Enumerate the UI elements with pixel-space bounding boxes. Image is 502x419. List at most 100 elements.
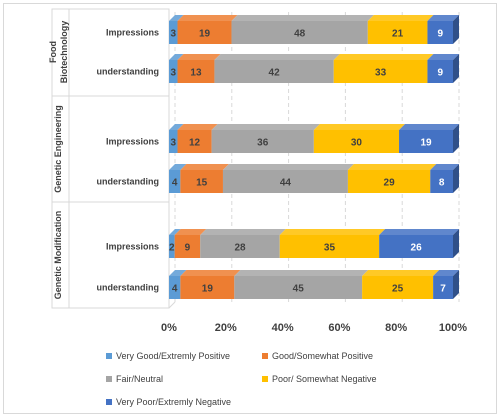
bar-segment xyxy=(367,15,434,44)
bar-segment xyxy=(222,164,354,193)
bar-top-face xyxy=(200,229,286,235)
bar-top-face xyxy=(427,15,459,21)
data-label: 19 xyxy=(420,138,432,149)
data-label: 29 xyxy=(384,178,396,189)
data-label: 19 xyxy=(199,29,211,40)
bar-top-face xyxy=(169,270,187,276)
legend-label: Very Good/Extremly Positive xyxy=(116,351,231,361)
legend-swatch xyxy=(106,376,112,382)
bar-side-face xyxy=(453,15,459,44)
bar-front-face xyxy=(177,130,212,153)
bar-segment xyxy=(379,229,459,258)
data-label: 9 xyxy=(437,29,443,40)
bar-segment xyxy=(177,54,221,83)
bar-side-face xyxy=(453,270,459,299)
data-label: 9 xyxy=(437,68,443,79)
bar-top-face xyxy=(180,270,241,276)
bar-top-face xyxy=(169,229,181,235)
bar-side-face xyxy=(453,124,459,153)
group-panel xyxy=(51,8,170,97)
data-label: 7 xyxy=(440,284,446,295)
bar-segment xyxy=(362,270,440,299)
bar-front-face xyxy=(279,235,380,258)
bar-segment xyxy=(169,270,187,299)
bar-top-face xyxy=(313,124,406,130)
data-label: 3 xyxy=(170,29,176,40)
x-tick-label: 40% xyxy=(272,322,294,334)
category-label: Impressions xyxy=(106,137,159,147)
bar-front-face xyxy=(313,130,400,153)
data-label: 21 xyxy=(392,29,404,40)
bar-segment xyxy=(313,124,406,153)
bar-front-face xyxy=(169,276,181,299)
bar-top-face xyxy=(362,270,440,276)
bar-front-face xyxy=(211,130,314,153)
bar-front-face xyxy=(234,276,363,299)
bar-front-face xyxy=(169,21,178,44)
bar-segment xyxy=(427,54,459,83)
category-label: understanding xyxy=(97,67,160,77)
legend-label: Very Poor/Extremly Negative xyxy=(116,397,232,407)
bar-segment xyxy=(180,270,241,299)
bar-segment xyxy=(174,229,207,258)
group-label: Genetic Modification xyxy=(53,211,63,300)
data-label: 30 xyxy=(351,138,363,149)
bar-front-face xyxy=(180,276,235,299)
category-label: understanding xyxy=(97,177,160,187)
bar-front-face xyxy=(399,130,453,153)
bar-front-face xyxy=(200,235,280,258)
bar-top-face xyxy=(177,124,218,130)
bar-segment xyxy=(169,229,181,258)
bar-front-face xyxy=(174,235,201,258)
bar-front-face xyxy=(333,60,428,83)
bar-top-face xyxy=(399,124,459,130)
bar-segment xyxy=(333,54,434,83)
x-tick-label: 20% xyxy=(215,322,237,334)
legend-swatch xyxy=(262,353,268,359)
legend-swatch xyxy=(106,399,112,405)
bar-top-face xyxy=(222,164,354,170)
bar-side-face xyxy=(453,229,459,258)
x-tick-label: 100% xyxy=(439,322,467,334)
category-label: understanding xyxy=(97,283,160,293)
bar-segment xyxy=(214,54,340,83)
bar-top-face xyxy=(433,270,459,276)
group-label: Genetic Engineering xyxy=(53,105,63,193)
data-label: 4 xyxy=(172,284,178,295)
legend-swatch xyxy=(262,376,268,382)
category-label: Impressions xyxy=(106,28,159,38)
bar-segment xyxy=(169,54,184,83)
data-label: 45 xyxy=(293,284,305,295)
data-label: 2 xyxy=(169,243,175,254)
bar-front-face xyxy=(367,21,428,44)
legend-label: Fair/Neutral xyxy=(116,374,164,384)
bar-segment xyxy=(433,270,459,299)
bar-top-face xyxy=(279,229,386,235)
legend-label: Poor/ Somewhat Negative xyxy=(272,374,377,384)
data-label: 48 xyxy=(294,29,306,40)
bar-front-face xyxy=(180,170,223,193)
data-label: 13 xyxy=(190,68,202,79)
bar-top-face xyxy=(211,124,320,130)
legend-entry: Fair/Neutral xyxy=(106,374,163,384)
bar-front-face xyxy=(169,130,178,153)
data-label: 44 xyxy=(280,178,292,189)
data-label: 3 xyxy=(170,138,176,149)
bar-top-face xyxy=(214,54,340,60)
bar-segment xyxy=(169,164,187,193)
bar-top-face xyxy=(169,164,187,170)
bar-front-face xyxy=(177,60,215,83)
bar-front-face xyxy=(231,21,368,44)
data-label: 33 xyxy=(375,68,387,79)
bar-top-face xyxy=(169,54,184,60)
data-label: 19 xyxy=(202,284,214,295)
bar-top-face xyxy=(180,164,229,170)
data-label: 8 xyxy=(439,178,445,189)
bar-front-face xyxy=(430,170,453,193)
bar-segment xyxy=(430,164,459,193)
bar-segment xyxy=(177,15,238,44)
bar-front-face xyxy=(222,170,348,193)
bar-segment xyxy=(347,164,437,193)
bar-front-face xyxy=(169,170,181,193)
category-label: Impressions xyxy=(106,242,159,252)
